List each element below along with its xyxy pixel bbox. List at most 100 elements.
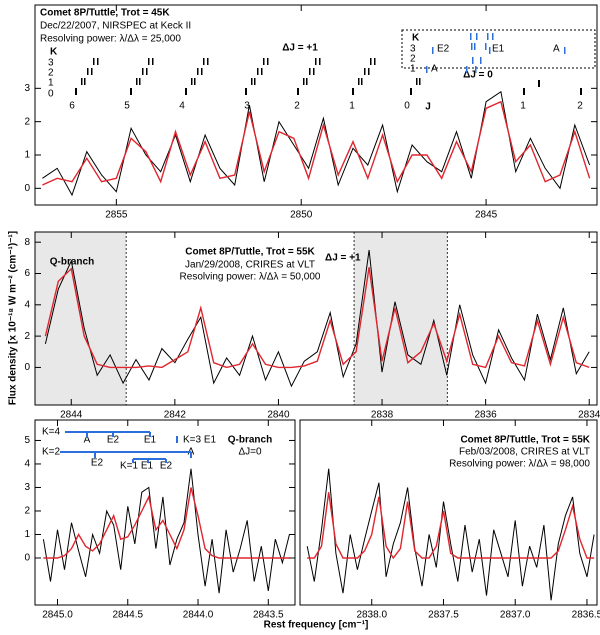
- annotation: Feb/03/2008, CRIRES at VLT: [459, 447, 590, 458]
- x-axis-label: Rest frequency [cm⁻¹]: [264, 620, 369, 631]
- annotation: Comet 8P/Tuttle, Trot = 45K: [40, 8, 170, 19]
- annotation: E2: [91, 458, 104, 469]
- y-tick-label: 2: [24, 116, 30, 127]
- plot-frame: [299, 419, 598, 606]
- line-marker: [152, 58, 154, 65]
- line-marker: [87, 68, 89, 75]
- annotation: K=3 E1: [183, 435, 217, 446]
- plot-frame: [34, 231, 598, 406]
- annotation: ΔJ = 0: [463, 70, 493, 81]
- line-marker: [489, 47, 491, 54]
- plot-frame: [34, 419, 296, 606]
- highlight-region: [354, 232, 448, 405]
- annotation: J: [425, 102, 431, 113]
- x-tick-label: 2855: [105, 210, 128, 221]
- annotation: E2: [437, 44, 450, 55]
- line-marker: [263, 58, 265, 65]
- annotation: E2: [160, 461, 173, 472]
- y-tick-label: 1: [24, 529, 30, 540]
- transition-bracket: [132, 458, 167, 463]
- x-tick-label: 2840: [267, 410, 290, 421]
- annotation: 1: [349, 101, 355, 112]
- y-tick-label: 2: [24, 506, 30, 517]
- spectrum-line: [42, 90, 591, 197]
- annotation: E1: [144, 435, 157, 446]
- line-marker: [492, 33, 494, 40]
- line-marker: [352, 88, 354, 95]
- annotation: A: [84, 435, 91, 446]
- line-marker: [81, 78, 83, 85]
- line-marker: [203, 58, 205, 65]
- annotation: ΔJ = +1: [325, 253, 361, 264]
- line-marker: [139, 78, 141, 85]
- annotation: 3: [48, 58, 54, 69]
- annotation: 2: [410, 54, 416, 65]
- y-tick-label: 0: [24, 553, 30, 564]
- spectrum-line: [42, 468, 290, 594]
- x-tick-label: 2837.0: [500, 610, 531, 621]
- line-marker: [580, 88, 582, 95]
- annotation: 5: [124, 101, 130, 112]
- annotation: K: [412, 33, 420, 44]
- line-marker: [297, 88, 299, 95]
- line-marker: [361, 78, 363, 85]
- annotation: Comet 8P/Tuttle, Trot = 55K: [185, 247, 315, 258]
- line-marker: [176, 436, 178, 443]
- y-tick-label: 4: [24, 299, 30, 310]
- y-tick-label: 3: [24, 482, 30, 493]
- x-tick-label: 2845: [475, 210, 498, 221]
- x-tick-label: 2845.0: [42, 610, 73, 621]
- line-marker: [191, 78, 193, 85]
- annotation: 1: [410, 64, 416, 75]
- annotation: ΔJ = +1: [282, 43, 318, 54]
- annotation: E1: [492, 44, 505, 55]
- annotation: K=2: [42, 447, 61, 458]
- annotation: 6: [69, 101, 75, 112]
- line-marker: [148, 58, 150, 65]
- x-tick-label: 2837.5: [428, 610, 459, 621]
- annotation: 4: [179, 101, 185, 112]
- spectrum-line: [42, 100, 591, 186]
- annotation: K=1 E1: [120, 461, 154, 472]
- line-marker: [194, 78, 196, 85]
- line-marker: [146, 68, 148, 75]
- x-tick-label: 2834: [578, 410, 600, 421]
- line-marker: [374, 58, 376, 65]
- line-marker: [358, 78, 360, 85]
- y-tick-label: 1: [24, 150, 30, 161]
- line-marker: [471, 43, 473, 50]
- plot-frame: [34, 4, 598, 206]
- spectrum-line: [307, 492, 595, 560]
- x-tick-label: 2836.5: [572, 610, 600, 621]
- y-tick-label: 0: [24, 183, 30, 194]
- transition-bracket: [60, 451, 192, 458]
- line-marker: [251, 78, 253, 85]
- line-marker: [416, 78, 418, 85]
- line-marker: [370, 58, 372, 65]
- annotation: Resolving power: λ/Δλ = 25,000: [40, 34, 181, 45]
- annotation: 1: [48, 78, 54, 89]
- line-marker: [207, 58, 209, 65]
- y-tick-label: 8: [24, 237, 30, 248]
- annotation: 2: [48, 68, 54, 79]
- annotation: Dec/22/2007, NIRSPEC at Keck II: [40, 21, 191, 32]
- annotation: A: [553, 44, 560, 55]
- annotation: E2: [107, 435, 120, 446]
- line-marker: [466, 66, 468, 73]
- line-marker: [364, 68, 366, 75]
- line-marker: [97, 58, 99, 65]
- line-marker: [267, 58, 269, 65]
- line-marker: [426, 66, 428, 73]
- annotation: 0: [48, 89, 54, 100]
- line-marker: [410, 88, 412, 95]
- y-tick-label: 3: [24, 83, 30, 94]
- x-tick-label: 2844: [60, 410, 83, 421]
- spectrum-line: [44, 249, 590, 388]
- y-axis-label: Flux density [x 10⁻¹⁸ W m⁻² (cm⁻¹)⁻¹]: [8, 231, 19, 405]
- line-marker: [254, 78, 256, 85]
- line-marker: [303, 78, 305, 85]
- line-marker: [368, 68, 370, 75]
- line-marker: [201, 68, 203, 75]
- annotation: 3: [244, 101, 250, 112]
